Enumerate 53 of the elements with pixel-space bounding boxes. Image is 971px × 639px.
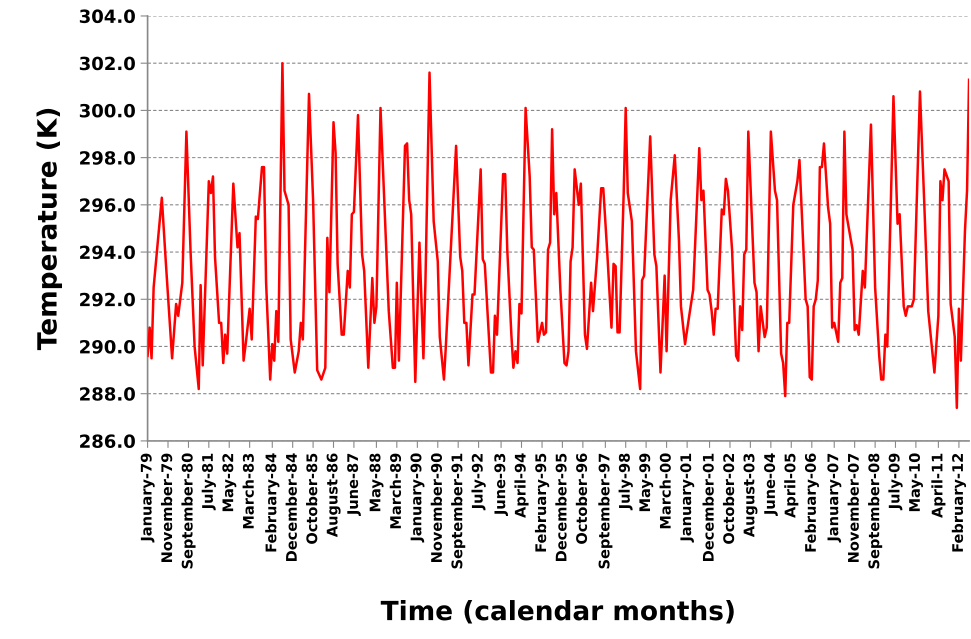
x-tick-label: February-84	[265, 453, 280, 552]
line-series	[148, 62, 970, 410]
x-tick-label: February-95	[534, 454, 550, 552]
x-tick-label: September-80	[181, 453, 196, 568]
y-tick-label: 288.0	[80, 387, 135, 401]
x-tick-label: May-88	[369, 454, 384, 512]
y-tick-label: 304.0	[80, 9, 135, 24]
y-axis-title: Temperature (K)	[36, 108, 62, 350]
y-tick-label: 294.0	[80, 246, 135, 260]
y-tick-label: 292.0	[80, 292, 135, 306]
x-tick-label: June-93	[494, 454, 508, 516]
x-tick-label: February-06	[804, 454, 819, 552]
y-tick-label: 296.0	[80, 198, 135, 212]
x-tick-label: September-97	[598, 454, 612, 568]
x-tick-label: March-00	[660, 453, 671, 528]
x-tick-label: September-08	[868, 454, 882, 568]
x-tick-label: May-10	[908, 453, 923, 512]
x-tick-label: January-01	[680, 454, 694, 542]
x-axis-title: Time (calendar months)	[380, 600, 734, 624]
x-tick-label: March-83	[242, 454, 254, 528]
x-tick-label: August-03	[743, 454, 758, 538]
x-tick-label: October-85	[306, 454, 318, 544]
x-tick-label: January-07	[827, 454, 842, 542]
x-tick-label: January-79	[140, 454, 155, 542]
x-tick-label: December-01	[702, 454, 714, 561]
x-tick-label: November-90	[430, 453, 442, 562]
x-tick-label: July-09	[888, 454, 903, 510]
y-tick-label: 302.0	[80, 56, 135, 70]
x-tick-label: June-87	[347, 454, 361, 516]
x-tick-label: December-84	[286, 453, 297, 561]
x-tick-label: January-90	[410, 453, 424, 542]
x-tick-label: May-99	[639, 454, 654, 512]
x-tick-label: April-11	[931, 454, 946, 518]
x-tick-label: March-89	[390, 454, 402, 528]
y-tick-label: 290.0	[80, 340, 135, 354]
x-tick-label: July-81	[202, 454, 216, 510]
y-tick-label: 298.0	[80, 151, 135, 165]
x-tick-label: June-04	[764, 453, 778, 516]
x-tick-label: July-98	[618, 454, 633, 510]
x-tick-label: February-12	[952, 454, 966, 552]
x-tick-label: September-91	[451, 454, 466, 568]
y-tick-label: 286.0	[80, 434, 135, 448]
x-tick-label: December-95	[555, 454, 567, 561]
x-tick-label: October-02	[722, 454, 734, 544]
x-tick-label: November-79	[160, 454, 172, 562]
y-tick-label: 300.0	[80, 104, 135, 118]
x-tick-label: April-94	[514, 453, 529, 518]
x-tick-label: July-92	[471, 454, 486, 510]
x-tick-label: April-05	[784, 454, 798, 518]
x-tick-label: November-07	[848, 454, 859, 562]
x-tick-label: May-82	[222, 454, 236, 512]
x-tick-label: October-96	[576, 454, 588, 544]
x-tick-label: August-86	[326, 453, 341, 538]
